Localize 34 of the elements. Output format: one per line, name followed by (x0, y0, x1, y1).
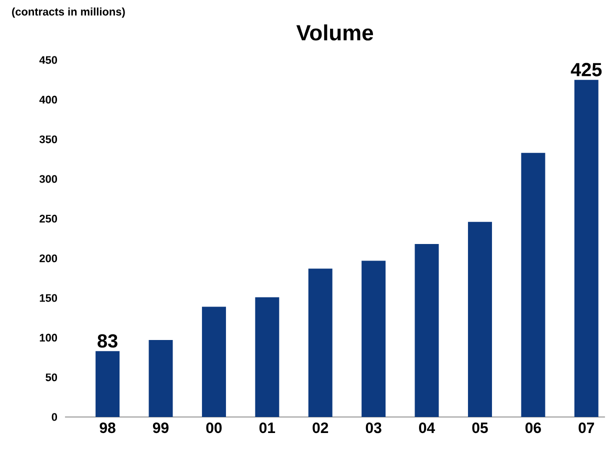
x-tick-label: 05 (472, 422, 488, 434)
bar (148, 340, 173, 417)
y-tick-label: 200 (40, 254, 58, 262)
chart-title: Volume (296, 24, 374, 41)
bar (521, 152, 546, 417)
y-axis-title: (contracts in millions) (12, 8, 125, 18)
bar (255, 297, 280, 417)
y-tick-label: 250 (40, 214, 58, 223)
bar (468, 222, 492, 417)
bar (574, 80, 598, 417)
bar (362, 260, 386, 417)
data-label: 425 (570, 62, 602, 76)
bar (202, 306, 226, 417)
data-label: 83 (98, 334, 118, 348)
y-tick-label: 100 (40, 334, 58, 342)
bar (96, 351, 120, 417)
y-tick-label: 450 (39, 56, 58, 64)
x-tick-label: 98 (100, 422, 116, 434)
x-tick-label: 03 (366, 422, 382, 434)
x-tick-label: 06 (525, 422, 541, 434)
x-tick-label: 04 (419, 422, 436, 434)
x-tick-label: 01 (259, 422, 276, 434)
y-tick-label: 150 (40, 294, 58, 302)
x-tick-label: 00 (206, 422, 222, 434)
bar (414, 244, 439, 417)
x-tick-label: 02 (312, 422, 328, 434)
x-tick-label: 07 (578, 422, 594, 434)
bar (308, 268, 332, 417)
y-tick-label: 400 (39, 96, 58, 104)
y-tick-label: 50 (46, 373, 58, 382)
y-tick-label: 300 (39, 175, 58, 183)
y-tick-label: 350 (39, 135, 58, 144)
y-tick-label: 0 (52, 413, 58, 421)
x-tick-label: 99 (152, 422, 169, 434)
